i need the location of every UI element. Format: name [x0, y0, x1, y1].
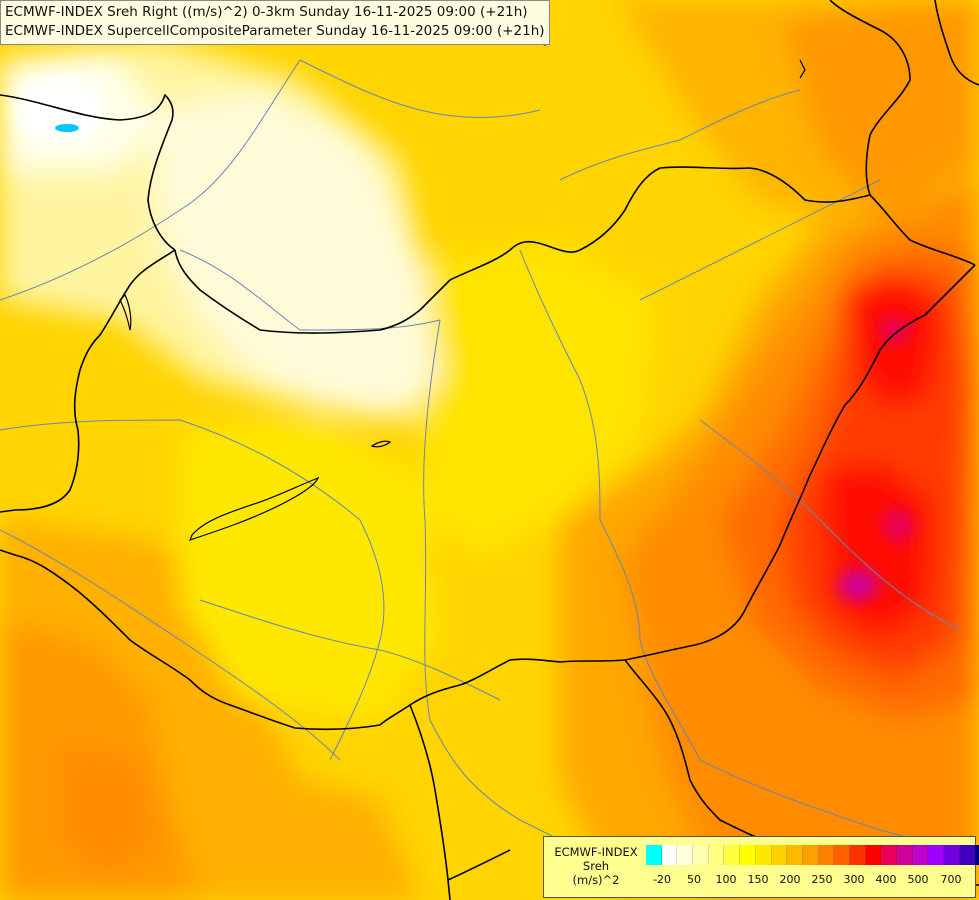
legend-tick-label: 150	[747, 873, 769, 886]
legend-swatch	[897, 845, 913, 865]
legend-swatch	[959, 845, 976, 865]
legend-swatch	[708, 845, 725, 865]
legend-swatch	[677, 845, 694, 865]
legend-title: ECMWF-INDEX Sreh (m/s)^2	[548, 845, 644, 887]
legend-swatch	[724, 845, 741, 865]
legend-swatch	[881, 845, 897, 865]
legend-tick-label: 100	[715, 873, 737, 886]
rivers	[0, 59, 979, 881]
legend-title-unit: (m/s)^2	[572, 873, 620, 887]
legend-swatch	[787, 845, 803, 865]
legend-swatches	[646, 845, 979, 865]
legend-swatch	[646, 845, 662, 865]
legend-swatch	[755, 845, 772, 865]
legend-swatch	[975, 845, 979, 865]
legend-tick-label: 50	[687, 873, 701, 886]
legend-swatch	[865, 845, 882, 865]
legend-tick-label: 500	[907, 873, 929, 886]
legend-swatch	[802, 845, 819, 865]
legend-tick-label: -20	[653, 873, 671, 886]
legend-tick-label: 300	[843, 873, 865, 886]
legend-swatch	[771, 845, 788, 865]
legend-swatch	[661, 845, 678, 865]
title-line-1: ECMWF-INDEX Sreh Right ((m/s)^2) 0-3km S…	[5, 4, 528, 20]
legend-swatch	[834, 845, 850, 865]
legend-tick-label: 400	[875, 873, 897, 886]
color-legend: ECMWF-INDEX Sreh (m/s)^2 -20 50 100 150 200 2…	[543, 836, 979, 898]
lake-marker	[55, 124, 79, 132]
legend-title-source: ECMWF-INDEX	[554, 845, 638, 859]
legend-swatch	[818, 845, 835, 865]
legend-swatch	[849, 845, 866, 865]
lake-outlines	[119, 59, 806, 541]
legend-swatch	[912, 845, 929, 865]
legend-ticks: -20 50 100 150 200 250 300 400 500 700	[644, 873, 974, 889]
legend-tick-label: 200	[779, 873, 801, 886]
legend-swatch	[944, 845, 960, 865]
legend-tick-label: 250	[811, 873, 833, 886]
title-box: ECMWF-INDEX Sreh Right ((m/s)^2) 0-3km S…	[0, 0, 550, 45]
legend-swatch	[740, 845, 756, 865]
legend-swatch	[693, 845, 709, 865]
title-line-2: ECMWF-INDEX SupercellCompositeParameter …	[5, 23, 545, 39]
field-peaks	[15, 75, 914, 601]
legend-title-param: Sreh	[582, 859, 610, 873]
legend-tick-label: 700	[940, 873, 962, 886]
legend-swatch	[928, 845, 945, 865]
